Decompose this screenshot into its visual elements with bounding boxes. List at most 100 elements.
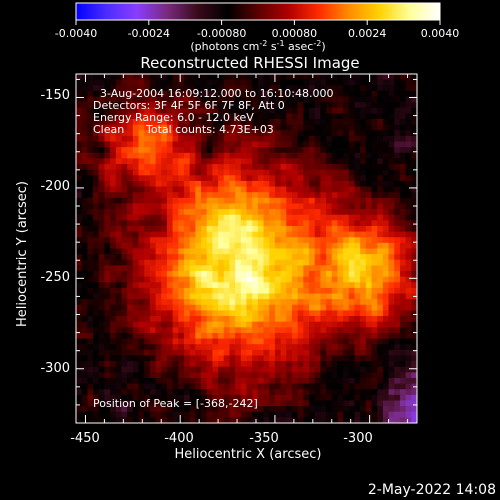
heatmap-cell <box>161 102 168 109</box>
heatmap-cell <box>206 389 213 396</box>
heatmap-cell <box>371 321 378 328</box>
heatmap-cell <box>87 209 94 216</box>
heatmap-cell <box>337 316 344 323</box>
heatmap-cell <box>354 237 361 244</box>
heatmap-cell <box>115 349 122 356</box>
heatmap-cell <box>235 282 242 289</box>
heatmap-cell <box>399 113 407 120</box>
heatmap-cell <box>257 119 264 126</box>
heatmap-cell <box>144 355 151 362</box>
heatmap-cell <box>127 231 134 238</box>
heatmap-cell <box>348 383 355 390</box>
heatmap-cell <box>286 361 293 368</box>
heatmap-cell <box>87 242 94 249</box>
heatmap-cell <box>223 389 230 396</box>
heatmap-cell <box>297 332 304 339</box>
heatmap-cell <box>149 113 156 120</box>
heatmap-cell <box>382 124 389 131</box>
heatmap-cell <box>320 186 327 193</box>
heatmap-cell <box>286 304 293 311</box>
heatmap-cell <box>195 349 202 356</box>
heatmap-cell <box>235 197 242 204</box>
heatmap-cell <box>382 406 389 413</box>
heatmap-cell <box>405 293 412 300</box>
heatmap-cell <box>360 394 367 401</box>
heatmap-cell <box>161 383 168 390</box>
heatmap-cell <box>98 203 105 210</box>
heatmap-cell <box>201 327 208 334</box>
heatmap-cell <box>127 265 134 272</box>
heatmap-cell <box>291 344 299 351</box>
heatmap-cell <box>303 192 310 199</box>
heatmap-cell <box>87 304 94 311</box>
heatmap-cell <box>326 344 333 351</box>
heatmap-cell <box>115 271 122 278</box>
heatmap-cell <box>263 293 270 300</box>
heatmap-cell <box>309 304 316 311</box>
heatmap-cell <box>303 169 310 176</box>
heatmap-cell <box>360 259 367 266</box>
heatmap-cell <box>229 344 236 351</box>
heatmap-cell <box>343 113 350 120</box>
heatmap-cell <box>161 203 168 210</box>
heatmap-cell <box>206 197 213 204</box>
heatmap-cell <box>274 271 281 278</box>
heatmap-cell <box>212 96 219 103</box>
heatmap-cell <box>348 394 355 401</box>
heatmap-cell <box>371 124 378 131</box>
heatmap-cell <box>371 113 378 120</box>
heatmap-cell <box>115 406 122 413</box>
heatmap-cell <box>280 197 287 204</box>
heatmap-cell <box>240 248 247 255</box>
heatmap-cell <box>201 293 208 300</box>
heatmap-cell <box>411 85 418 92</box>
heatmap-cell <box>394 237 401 244</box>
heatmap-cell <box>155 265 162 272</box>
heatmap-cell <box>394 344 401 351</box>
heatmap-cell <box>360 355 367 362</box>
heatmap-cell <box>354 400 361 407</box>
heatmap-cell <box>331 287 338 294</box>
heatmap-cell <box>348 209 355 216</box>
heatmap-cell <box>132 135 139 142</box>
heatmap-cell <box>291 355 299 362</box>
heatmap-cell <box>110 254 117 261</box>
heatmap-cell <box>149 124 156 131</box>
heatmap-cell <box>303 147 310 154</box>
heatmap-cell <box>155 355 162 362</box>
heatmap-cell <box>246 338 253 345</box>
heatmap-cell <box>360 107 367 114</box>
heatmap-cell <box>303 271 310 278</box>
heatmap-cell <box>98 355 105 362</box>
heatmap-cell <box>172 265 179 272</box>
heatmap-cell <box>343 372 350 379</box>
heatmap-cell <box>149 299 156 306</box>
heatmap-cell <box>337 389 344 396</box>
heatmap-cell <box>93 214 100 221</box>
heatmap-cell <box>331 152 338 159</box>
heatmap-cell <box>104 338 111 345</box>
heatmap-cell <box>172 231 179 238</box>
heatmap-cell <box>274 231 281 238</box>
heatmap-cell <box>81 113 88 120</box>
heatmap-cell <box>98 310 105 317</box>
heatmap-cell <box>320 242 327 249</box>
heatmap-cell <box>331 394 338 401</box>
heatmap-cell <box>377 310 384 317</box>
heatmap-cell <box>93 119 100 126</box>
heatmap-cell <box>138 130 145 137</box>
heatmap-cell <box>218 321 225 328</box>
heatmap-cell <box>331 197 338 204</box>
heatmap-cell <box>337 79 344 86</box>
heatmap-cell <box>110 377 117 384</box>
heatmap-cell <box>263 377 270 384</box>
heatmap-cell <box>246 349 253 356</box>
heatmap-cell <box>201 355 208 362</box>
heatmap-cell <box>121 85 128 92</box>
heatmap-cell <box>212 147 219 154</box>
heatmap-cell <box>274 338 281 345</box>
heatmap-cell <box>331 102 338 109</box>
heatmap-cell <box>257 304 264 311</box>
heatmap-cell <box>280 332 287 339</box>
heatmap-cell <box>138 186 145 193</box>
